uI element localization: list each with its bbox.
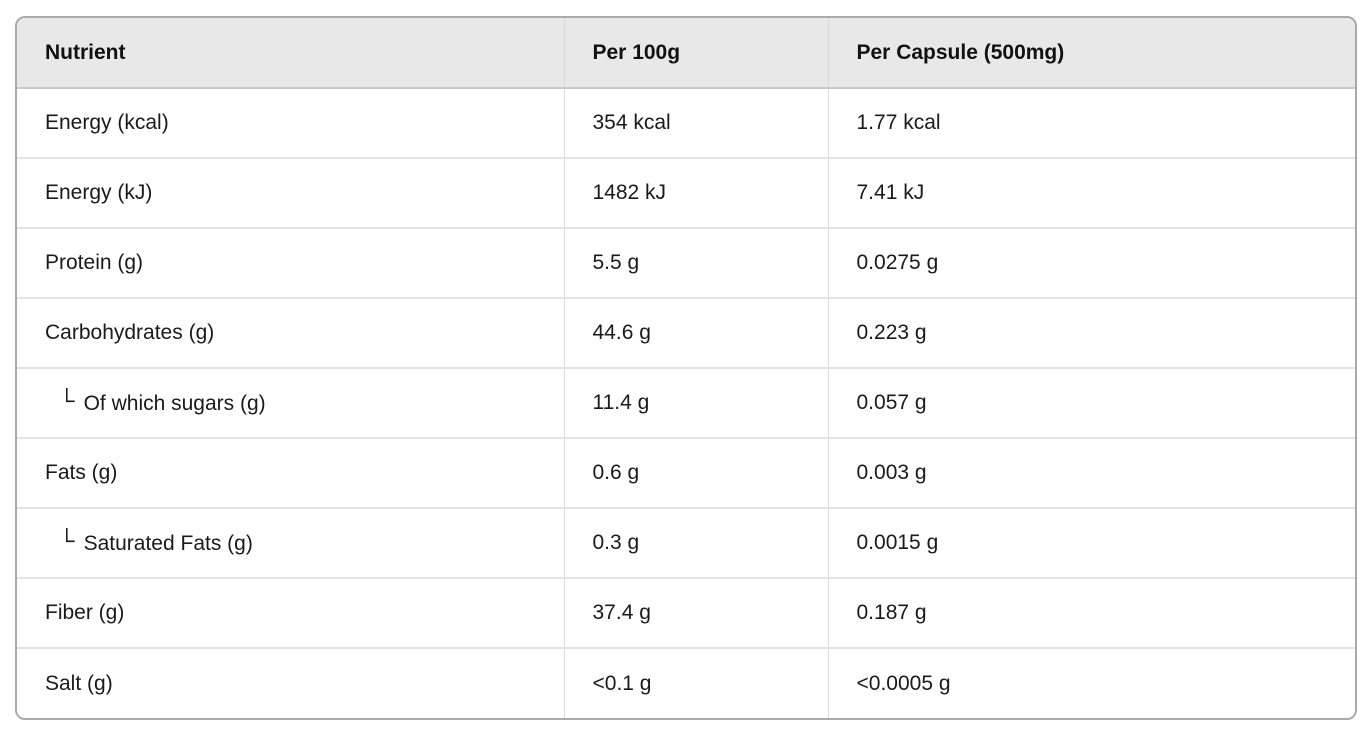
nutrient-label: Energy (kcal) [45,111,169,134]
per-100g-cell: 0.3 g [563,507,828,578]
per-100g-cell: 0.6 g [563,437,828,508]
nutrient-cell: Salt (g) [17,647,564,718]
tree-branch-icon: └ [59,528,75,553]
nutrient-cell: Fats (g) [17,437,564,508]
nutrient-label: Salt (g) [45,671,113,695]
per-capsule-cell: 1.77 kcal [827,88,1355,158]
per-100g-cell: 354 kcal [563,88,828,158]
nutrient-cell: Energy (kcal) [17,88,564,158]
nutrient-label: Fiber (g) [45,601,125,624]
nutrient-label: Of which sugars (g) [83,392,266,415]
nutrition-table-card: Nutrient Per 100g Per Capsule (500mg) En… [15,16,1357,720]
per-capsule-cell: 0.0015 g [827,507,1355,578]
table-row: Fiber (g) 37.4 g 0.187 g [17,577,1355,648]
per-capsule-cell: 0.057 g [827,367,1355,438]
table-header: Nutrient Per 100g Per Capsule (500mg) [17,18,1355,89]
nutrient-label: Protein (g) [45,251,144,274]
per-100g-cell: 37.4 g [563,577,828,648]
per-capsule-cell: 0.003 g [827,437,1355,508]
table-row: Fats (g) 0.6 g 0.003 g [17,437,1355,508]
per-100g-cell: 5.5 g [563,227,828,298]
per-capsule-cell: 0.223 g [827,297,1355,368]
nutrient-cell: Protein (g) [17,227,564,298]
table-row: Protein (g) 5.5 g 0.0275 g [17,227,1355,298]
column-header-per-capsule: Per Capsule (500mg) [827,18,1355,89]
per-capsule-cell: 7.41 kJ [827,157,1355,228]
nutrient-cell: Fiber (g) [17,577,564,648]
per-100g-cell: 1482 kJ [563,157,828,228]
nutrition-table: Nutrient Per 100g Per Capsule (500mg) En… [17,18,1355,718]
nutrient-cell: Energy (kJ) [17,157,564,228]
nutrient-label: Saturated Fats (g) [83,532,253,555]
per-100g-cell: 44.6 g [563,297,828,368]
per-100g-cell: 11.4 g [563,367,828,438]
nutrient-label: Energy (kJ) [45,181,153,204]
table-row: └ Saturated Fats (g) 0.3 g 0.0015 g [17,507,1355,578]
column-header-per-100g: Per 100g [563,18,828,89]
column-header-nutrient: Nutrient [17,18,564,89]
tree-branch-icon: └ [59,388,75,413]
nutrient-label: Carbohydrates (g) [45,321,215,344]
table-row: └ Of which sugars (g) 11.4 g 0.057 g [17,367,1355,438]
nutrient-cell: Carbohydrates (g) [17,297,564,368]
table-row: Energy (kcal) 354 kcal 1.77 kcal [17,88,1355,158]
table-body: Energy (kcal) 354 kcal 1.77 kcal Energy … [17,88,1355,718]
per-100g-cell: <0.1 g [563,647,828,718]
nutrient-cell: └ Of which sugars (g) [17,367,564,438]
nutrient-cell: └ Saturated Fats (g) [17,507,564,578]
per-capsule-cell: <0.0005 g [827,647,1355,718]
per-capsule-cell: 0.187 g [827,577,1355,648]
table-row: Carbohydrates (g) 44.6 g 0.223 g [17,297,1355,368]
nutrient-label: Fats (g) [45,461,118,484]
table-header-row: Nutrient Per 100g Per Capsule (500mg) [17,18,1355,89]
per-capsule-cell: 0.0275 g [827,227,1355,298]
table-row: Energy (kJ) 1482 kJ 7.41 kJ [17,157,1355,228]
table-row: Salt (g) <0.1 g <0.0005 g [17,647,1355,718]
